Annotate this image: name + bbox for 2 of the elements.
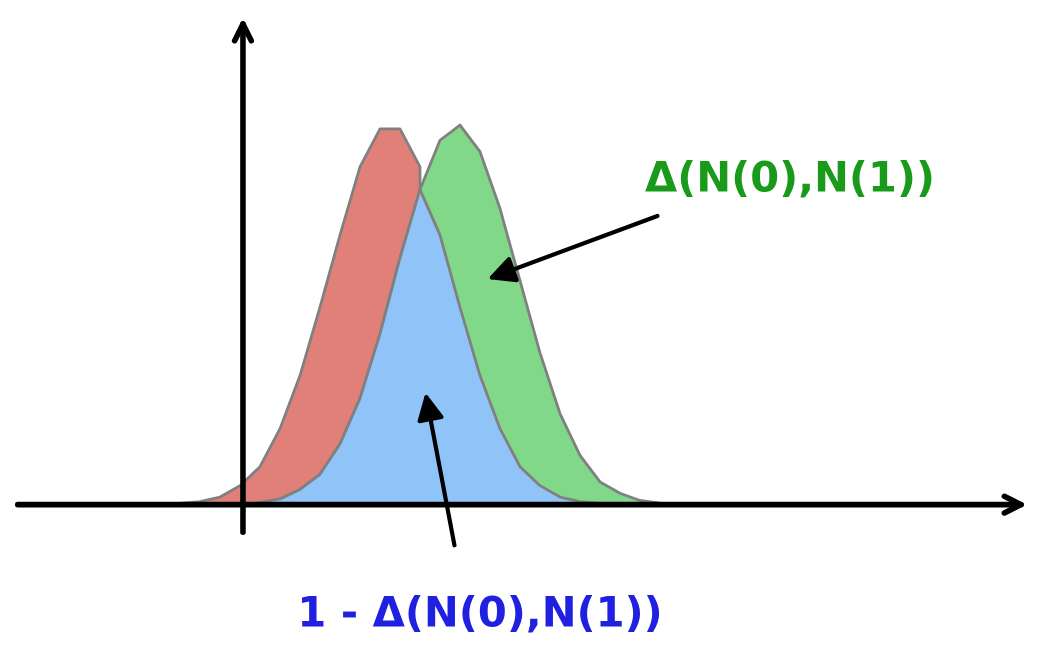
annotation: Δ(N(0),N(1)) xyxy=(645,159,932,198)
text: 1 - Δ(N(0),N(1)) xyxy=(302,594,660,633)
